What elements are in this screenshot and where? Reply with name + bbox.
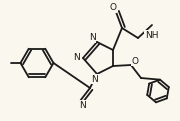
Text: N: N [89, 34, 95, 42]
Text: N: N [73, 53, 79, 61]
Text: O: O [109, 4, 116, 12]
Text: N: N [92, 75, 98, 83]
Text: NH: NH [145, 30, 159, 39]
Text: N: N [79, 101, 85, 110]
Text: O: O [132, 57, 138, 65]
